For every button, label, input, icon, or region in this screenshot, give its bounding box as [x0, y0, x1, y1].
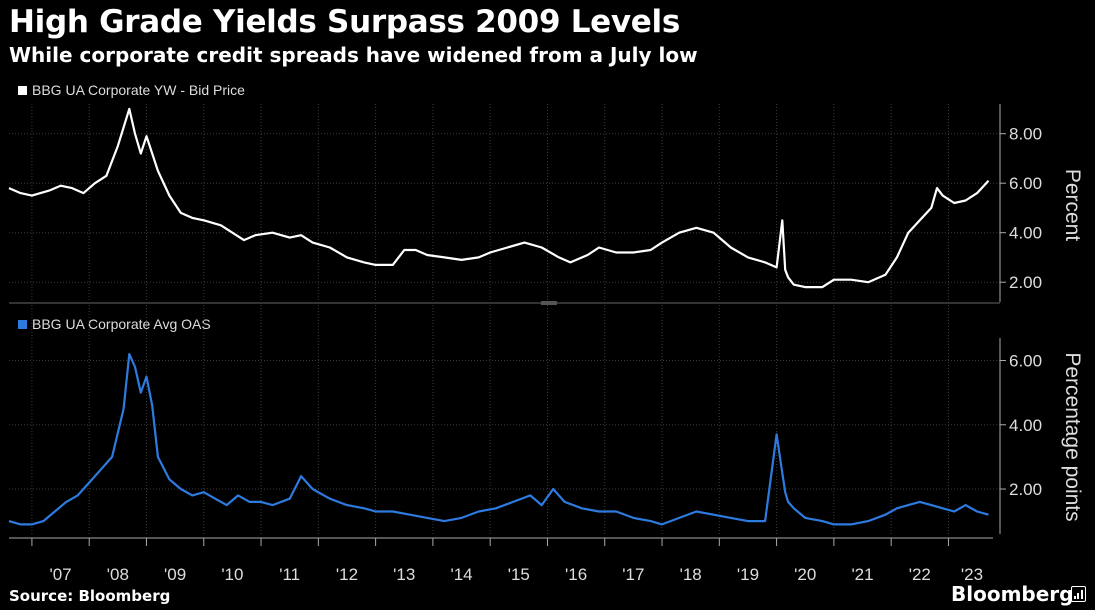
bloomberg-chart-icon [1071, 586, 1086, 602]
chart-canvas: 2.004.006.008.00 2.004.006.00 '07'08'09 '… [8, 104, 1084, 580]
legend-label-oas: BBG UA Corporate Avg OAS [32, 316, 211, 332]
brand-logo: Bloomberg [951, 582, 1074, 606]
y-tick-label: 2.00 [1009, 273, 1042, 292]
y-ticks-bottom: 2.00 4.00 6.00 [1000, 351, 1042, 499]
y-tick-label: 8.00 [1009, 125, 1042, 144]
y-tick-label: 6.00 [1009, 174, 1042, 193]
x-tick-label: '18 [680, 565, 702, 580]
legend-yield: BBG UA Corporate YW - Bid Price [18, 82, 245, 98]
x-tick-label: '17 [622, 565, 644, 580]
x-tick-label: '11 [279, 565, 300, 580]
chart-subtitle: While corporate credit spreads have wide… [9, 43, 698, 67]
legend-swatch-oas [18, 319, 27, 329]
y-tick-label: 4.00 [1009, 224, 1042, 243]
yield-series-line [8, 107, 990, 289]
panel-divider-handle [541, 301, 557, 305]
y-tick-label: 6.00 [1009, 351, 1042, 370]
y-tick-label: 4.00 [1009, 416, 1042, 435]
legend-swatch-yield [18, 85, 27, 95]
y-axis-label-bottom: Percentage points [1061, 352, 1084, 521]
x-tick-label: '23 [961, 565, 983, 580]
legend-label-yield: BBG UA Corporate YW - Bid Price [32, 82, 245, 98]
x-tick-label: '16 [565, 565, 587, 580]
x-tick-label: '15 [508, 565, 530, 580]
x-tick-label: '12 [336, 565, 358, 580]
y-ticks-top: 2.00 4.00 6.00 8.00 [1000, 125, 1042, 292]
y-axis-label-top: Percent [1061, 169, 1084, 242]
x-tick-label: '13 [393, 565, 415, 580]
gridlines [9, 104, 1000, 534]
x-tick-label: '22 [909, 565, 931, 580]
x-tick-label: '08 [107, 565, 129, 580]
chart-title: High Grade Yields Surpass 2009 Levels [9, 4, 680, 40]
legend-oas: BBG UA Corporate Avg OAS [18, 316, 211, 332]
x-tick-label: '10 [221, 565, 243, 580]
x-tick-label: '19 [737, 565, 759, 580]
y-tick-label: 2.00 [1009, 480, 1042, 499]
source-note: Source: Bloomberg [9, 587, 171, 605]
x-tick-label: '14 [450, 565, 472, 580]
x-tick-label: '21 [851, 565, 873, 580]
oas-series-line [8, 353, 989, 526]
x-ticks: '07 '08 '09 '10 '11 '12 '13 '14 '15 '16 '17 '18 '19 '… [31, 538, 983, 580]
x-tick-label: '09 [164, 565, 186, 580]
x-tick-label: '07 [49, 565, 71, 580]
x-tick-label: '20 [794, 565, 816, 580]
